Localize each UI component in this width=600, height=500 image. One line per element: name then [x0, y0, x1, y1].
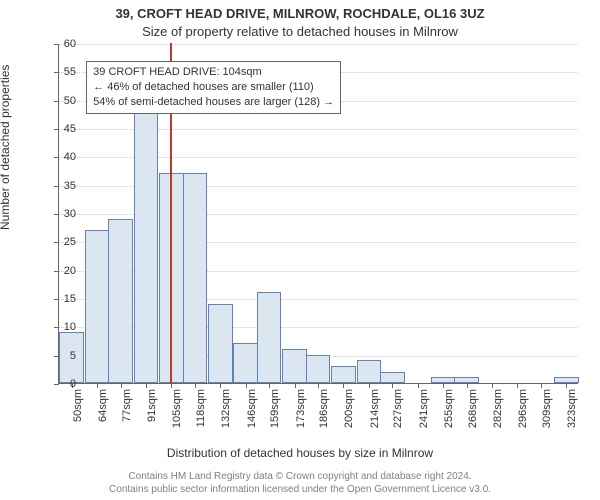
histogram-bar — [282, 349, 307, 383]
x-tick-label: 282sqm — [492, 389, 504, 428]
y-tick-label: 55 — [46, 67, 76, 78]
histogram-bar — [108, 219, 133, 383]
x-tick-mark — [467, 383, 468, 388]
x-tick-label: 105sqm — [171, 389, 183, 428]
x-tick-label: 159sqm — [269, 389, 281, 428]
histogram-bar — [233, 343, 258, 383]
x-tick-label: 186sqm — [318, 389, 330, 428]
x-tick-mark — [146, 383, 147, 388]
y-axis-label: Number of detached properties — [0, 65, 12, 230]
y-tick-label: 15 — [46, 294, 76, 305]
x-tick-label: 132sqm — [220, 389, 232, 428]
chart-footer: Contains HM Land Registry data © Crown c… — [0, 470, 600, 496]
x-tick-mark — [566, 383, 567, 388]
chart-title-sub: Size of property relative to detached ho… — [0, 24, 600, 39]
y-tick-label: 30 — [46, 209, 76, 220]
x-tick-mark — [295, 383, 296, 388]
y-tick-label: 45 — [46, 124, 76, 135]
x-tick-mark — [220, 383, 221, 388]
x-tick-mark — [443, 383, 444, 388]
x-tick-label: 227sqm — [392, 389, 404, 428]
y-tick-label: 50 — [46, 96, 76, 107]
x-tick-label: 241sqm — [418, 389, 430, 428]
y-tick-label: 25 — [46, 237, 76, 248]
x-tick-label: 214sqm — [369, 389, 381, 428]
x-tick-mark — [246, 383, 247, 388]
chart-title-main: 39, CROFT HEAD DRIVE, MILNROW, ROCHDALE,… — [0, 6, 600, 21]
x-tick-label: 77sqm — [121, 389, 133, 422]
x-tick-label: 173sqm — [295, 389, 307, 428]
chart-container: 39, CROFT HEAD DRIVE, MILNROW, ROCHDALE,… — [0, 0, 600, 500]
x-tick-label: 323sqm — [566, 389, 578, 428]
histogram-bar — [357, 360, 382, 383]
x-tick-mark — [541, 383, 542, 388]
footer-line-2: Contains public sector information licen… — [0, 483, 600, 496]
x-tick-mark — [195, 383, 196, 388]
x-tick-mark — [392, 383, 393, 388]
x-tick-mark — [97, 383, 98, 388]
x-tick-mark — [318, 383, 319, 388]
y-tick-label: 10 — [46, 322, 76, 333]
histogram-bar — [134, 111, 159, 383]
x-tick-label: 309sqm — [541, 389, 553, 428]
y-tick-label: 60 — [46, 39, 76, 50]
x-tick-label: 200sqm — [343, 389, 355, 428]
x-tick-label: 50sqm — [72, 389, 84, 422]
x-tick-mark — [343, 383, 344, 388]
x-tick-mark — [492, 383, 493, 388]
annotation-box: 39 CROFT HEAD DRIVE: 104sqm← 46% of deta… — [86, 61, 341, 114]
x-tick-label: 118sqm — [195, 389, 207, 427]
x-tick-mark — [517, 383, 518, 388]
x-tick-label: 255sqm — [443, 389, 455, 428]
histogram-bar — [257, 292, 282, 383]
annotation-line: 39 CROFT HEAD DRIVE: 104sqm — [93, 65, 334, 80]
gridline — [59, 44, 578, 45]
annotation-line: ← 46% of detached houses are smaller (11… — [93, 80, 334, 95]
histogram-bar — [331, 366, 356, 383]
x-tick-mark — [121, 383, 122, 388]
x-tick-mark — [171, 383, 172, 388]
histogram-bar — [380, 372, 405, 383]
plot-area: 50sqm64sqm77sqm91sqm105sqm118sqm132sqm14… — [58, 44, 578, 384]
x-tick-label: 296sqm — [517, 389, 529, 428]
y-tick-label: 40 — [46, 152, 76, 163]
x-tick-label: 64sqm — [97, 389, 109, 422]
histogram-bar — [85, 230, 110, 383]
x-tick-label: 268sqm — [467, 389, 479, 428]
x-tick-mark — [369, 383, 370, 388]
x-tick-label: 91sqm — [146, 389, 158, 422]
y-tick-label: 20 — [46, 266, 76, 277]
annotation-line: 54% of semi-detached houses are larger (… — [93, 95, 334, 110]
y-tick-label: 0 — [46, 379, 76, 390]
footer-line-1: Contains HM Land Registry data © Crown c… — [0, 470, 600, 483]
y-tick-label: 5 — [46, 351, 76, 362]
x-tick-mark — [269, 383, 270, 388]
histogram-bar — [183, 173, 208, 383]
y-tick-label: 35 — [46, 181, 76, 192]
histogram-bar — [306, 355, 331, 383]
x-axis-label: Distribution of detached houses by size … — [0, 446, 600, 460]
x-tick-label: 146sqm — [246, 389, 258, 428]
histogram-bar — [208, 304, 233, 383]
x-tick-mark — [418, 383, 419, 388]
